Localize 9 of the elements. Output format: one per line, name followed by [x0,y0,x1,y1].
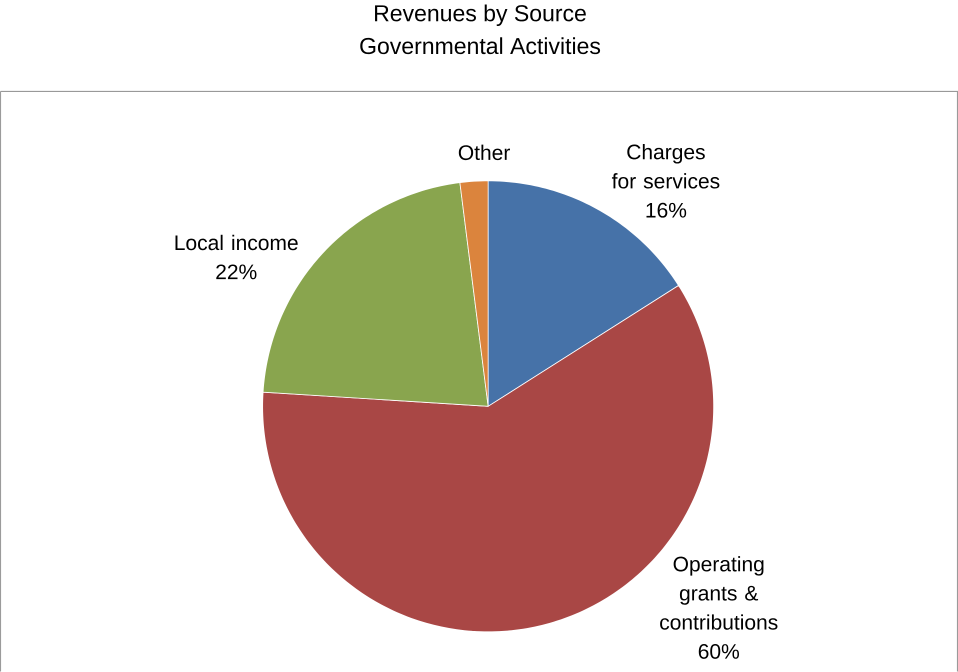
chart-subtitle: Governmental Activities [360,37,600,54]
slice-label: Other [458,144,510,160]
data-label: 60% [698,644,739,659]
data-label: 22% [216,264,256,280]
data-label: 16% [646,202,686,218]
slice-label: Operating grants & contributions [660,556,778,630]
slice-label: Charges for services [612,144,720,189]
slice-label: Local income [176,234,298,250]
chart-title: Revenues by Source [375,4,586,26]
